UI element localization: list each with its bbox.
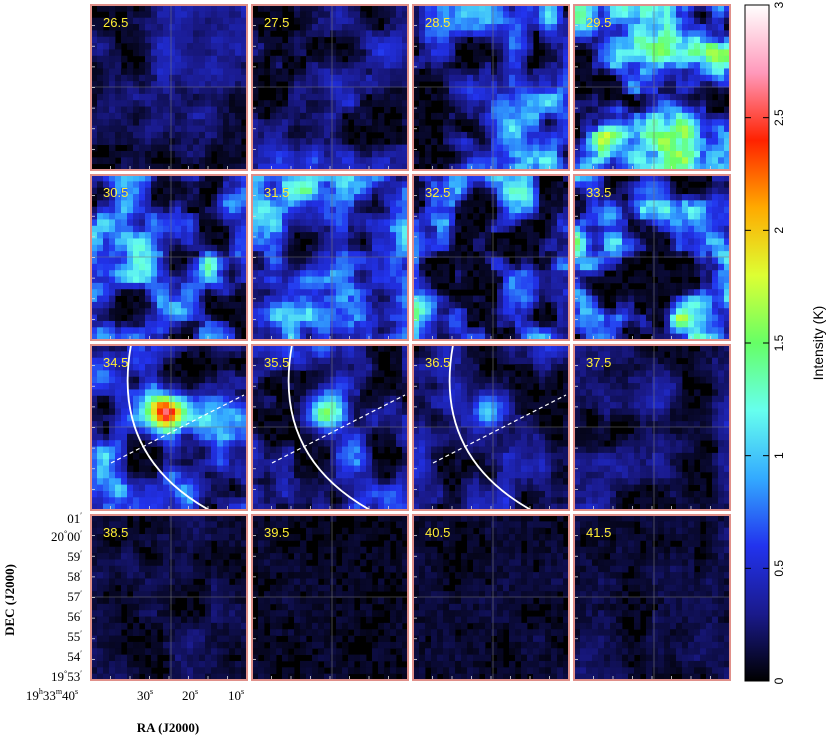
panel-dashed-line <box>271 394 406 464</box>
panel-intensity-map <box>413 515 570 681</box>
dec-tick: 57′ <box>67 589 82 604</box>
panel-frame <box>412 344 570 511</box>
panel-intensity-map <box>413 5 570 171</box>
channel-panel: 38.5 <box>90 514 248 681</box>
panel-frame <box>412 174 570 341</box>
panel-arc <box>126 344 210 511</box>
channel-panel: 40.5 <box>412 514 570 681</box>
dec-tick: 54′ <box>67 649 82 664</box>
channel-panel: 31.5 <box>251 174 409 341</box>
panel-intensity-map <box>252 345 409 511</box>
channel-panel: 29.5 <box>573 4 731 171</box>
colorbar-tick: 0.5 <box>745 560 786 577</box>
panel-velocity-label: 40.5 <box>425 525 450 540</box>
panel-dashed-line <box>432 394 567 464</box>
ra-tick: 19h33m40s <box>26 687 78 703</box>
panel-intensity-map <box>252 515 409 681</box>
panel-velocity-label: 26.5 <box>103 15 128 30</box>
panel-velocity-label: 35.5 <box>264 355 289 370</box>
panel-velocity-label: 30.5 <box>103 185 128 200</box>
panel-frame <box>90 514 248 681</box>
colorbar: 0 0.5 1 1.5 2 2.5 3 <box>744 1 786 684</box>
colorbar-label: Intensity (K) <box>810 306 826 381</box>
panel-arc <box>448 344 532 511</box>
panel-dashed-line <box>110 394 245 464</box>
panel-velocity-label: 36.5 <box>425 355 450 370</box>
channel-panel: 33.5 <box>573 174 731 341</box>
dec-axis-label: DEC (J2000) <box>2 564 17 636</box>
panel-intensity-map <box>413 175 570 341</box>
dec-tick: 55′ <box>67 629 82 644</box>
dec-tick: 58′ <box>67 569 82 584</box>
panel-intensity-map <box>574 345 731 511</box>
panel-frame <box>251 514 409 681</box>
ra-tick: 10s <box>228 687 244 703</box>
dec-tick: 19°53′ <box>51 669 82 684</box>
panel-grid: 26.5 27.5 28.5 29.5 30.5 31.5 32.5 33.5 34.5 35.5… <box>90 4 731 681</box>
panel-intensity-map <box>252 5 409 171</box>
panel-velocity-label: 37.5 <box>586 355 611 370</box>
channel-panel: 27.5 <box>251 4 409 171</box>
colorbar-tick: 2 <box>745 227 786 234</box>
colorbar-tick: 3 <box>745 1 786 8</box>
panel-intensity-map <box>91 5 248 171</box>
channel-panel: 41.5 <box>573 514 731 681</box>
colorbar-tick: 1.5 <box>745 334 786 351</box>
channel-panel: 35.5 <box>251 344 409 511</box>
panel-frame <box>251 4 409 171</box>
colorbar-tick: 0 <box>745 677 786 684</box>
panel-velocity-label: 32.5 <box>425 185 450 200</box>
panel-frame <box>412 4 570 171</box>
panel-intensity-map <box>91 345 248 511</box>
panel-velocity-label: 31.5 <box>264 185 289 200</box>
panel-intensity-map <box>574 5 731 171</box>
panel-intensity-map <box>574 515 731 681</box>
panel-intensity-map <box>91 515 248 681</box>
channel-panel: 37.5 <box>573 344 731 511</box>
channel-panel: 34.5 <box>90 344 248 511</box>
panel-arc <box>287 344 371 511</box>
ra-axis: 19h33m40s 30s 20s 10s <box>26 687 244 703</box>
dec-tick: 01′ <box>67 511 82 526</box>
channel-panel: 36.5 <box>412 344 570 511</box>
panel-intensity-map <box>91 175 248 341</box>
panel-frame <box>573 344 731 511</box>
panel-frame <box>90 174 248 341</box>
panel-intensity-map <box>252 175 409 341</box>
colorbar-tick: 1 <box>745 452 786 459</box>
panel-frame <box>412 514 570 681</box>
channel-panel: 39.5 <box>251 514 409 681</box>
ra-tick: 20s <box>182 687 198 703</box>
dec-tick: 20°00′ <box>51 529 82 544</box>
colorbar-tick: 2.5 <box>745 109 786 126</box>
panel-frame <box>573 174 731 341</box>
panel-velocity-label: 28.5 <box>425 15 450 30</box>
ra-axis-label: RA (J2000) <box>137 720 199 735</box>
panel-velocity-label: 38.5 <box>103 525 128 540</box>
panel-velocity-label: 34.5 <box>103 355 128 370</box>
panel-velocity-label: 29.5 <box>586 15 611 30</box>
panel-frame <box>573 514 731 681</box>
panel-velocity-label: 39.5 <box>264 525 289 540</box>
panel-frame <box>251 344 409 511</box>
panel-velocity-label: 27.5 <box>264 15 289 30</box>
panel-frame <box>573 4 731 171</box>
panel-velocity-label: 41.5 <box>586 525 611 540</box>
channel-panel: 28.5 <box>412 4 570 171</box>
dec-axis: 01′ 20°00′ 59′ 58′ 57′ 56′ 55′ 54′ 19°53′ <box>51 511 82 684</box>
panel-frame <box>90 4 248 171</box>
channel-panel: 26.5 <box>90 4 248 171</box>
panel-velocity-label: 33.5 <box>586 185 611 200</box>
dec-tick: 59′ <box>67 549 82 564</box>
ra-tick: 30s <box>137 687 153 703</box>
channel-panel: 30.5 <box>90 174 248 341</box>
dec-tick: 56′ <box>67 609 82 624</box>
channel-panel: 32.5 <box>412 174 570 341</box>
panel-frame <box>90 344 248 511</box>
panel-frame <box>251 174 409 341</box>
